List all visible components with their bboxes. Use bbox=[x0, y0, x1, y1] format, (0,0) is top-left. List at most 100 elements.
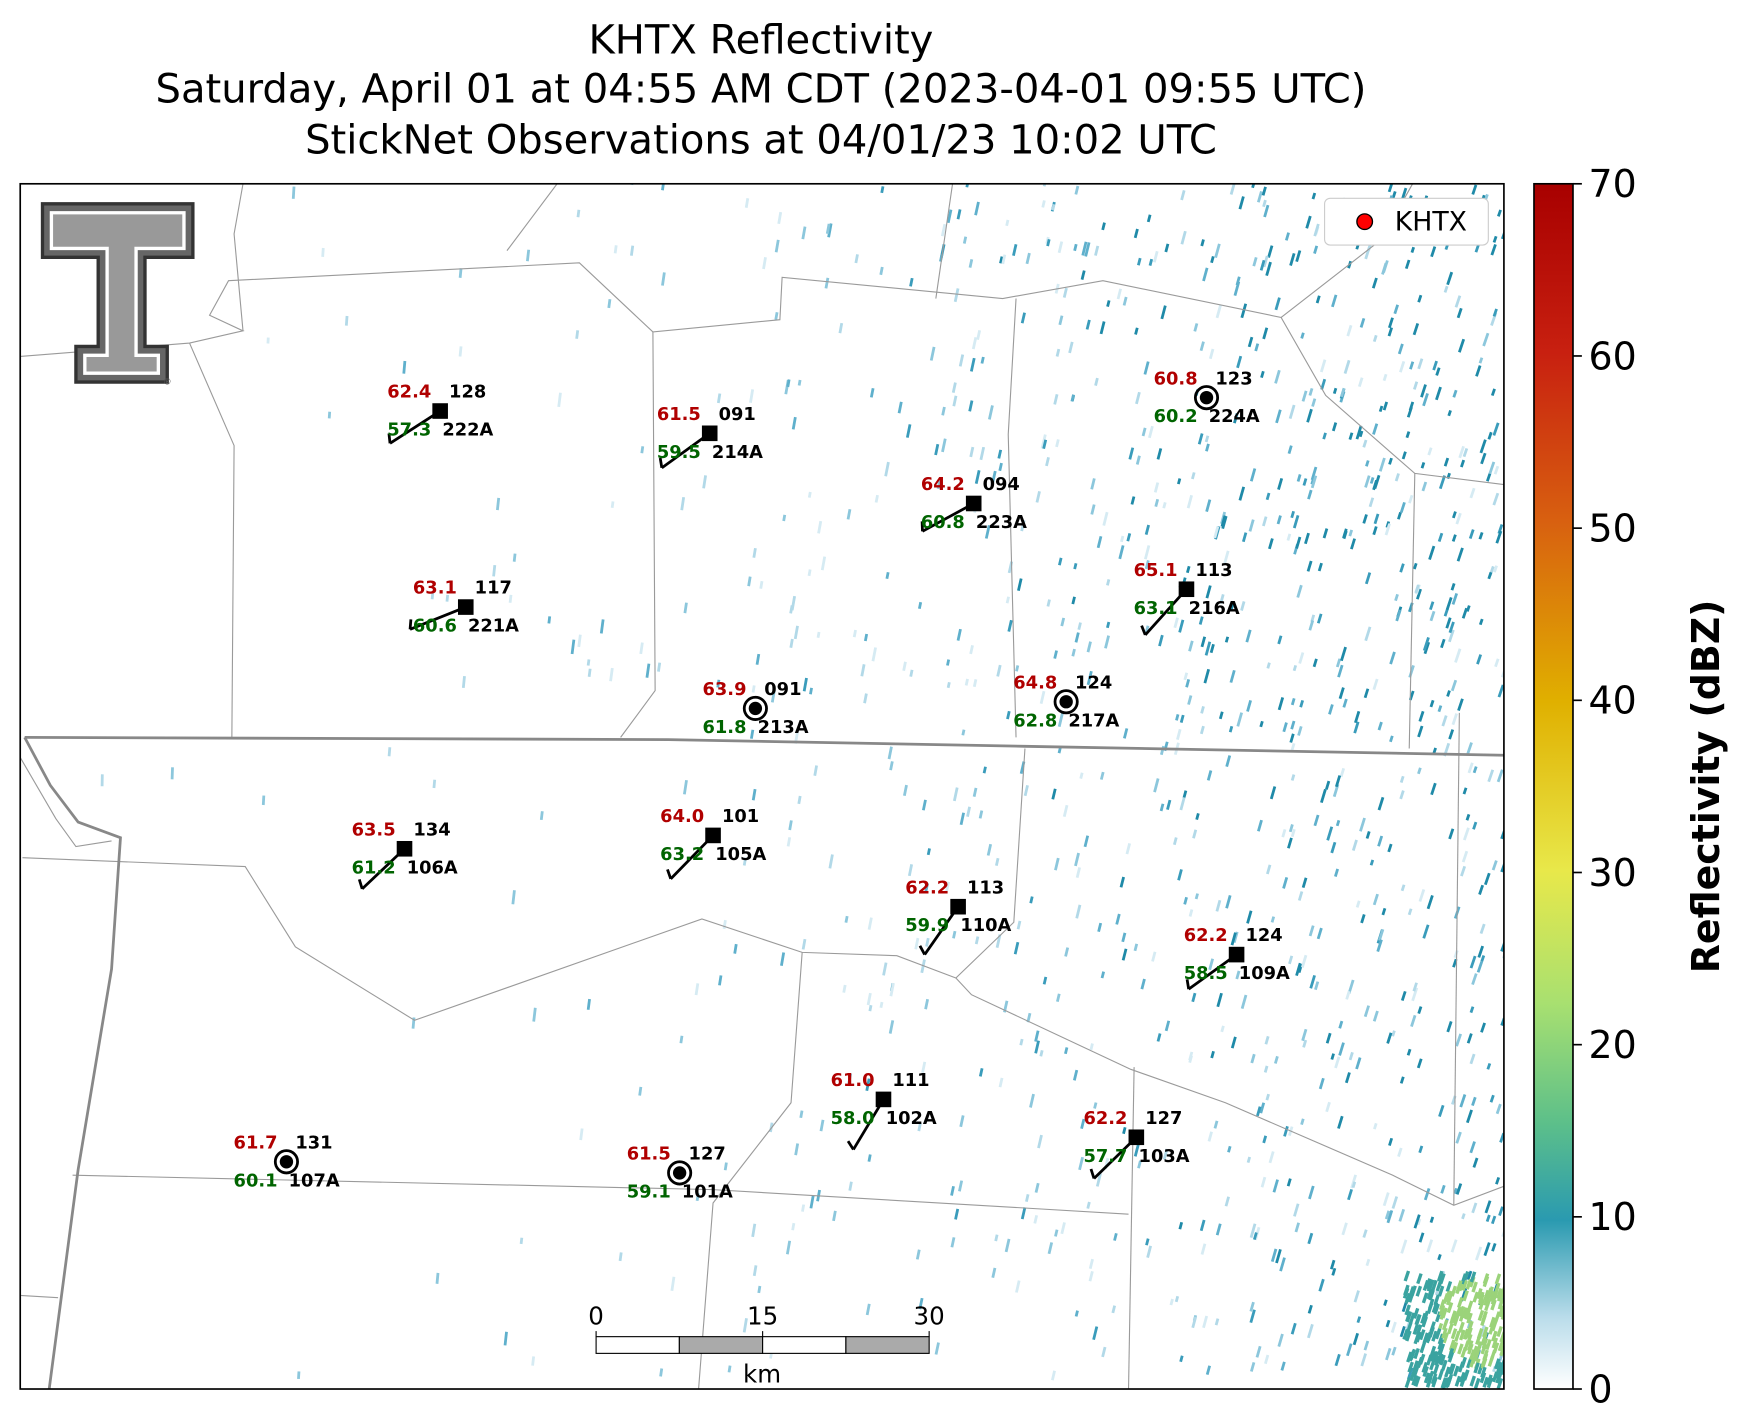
station-id: 213A bbox=[758, 717, 809, 738]
echo bbox=[1172, 837, 1178, 846]
echo bbox=[1460, 1346, 1468, 1358]
echo bbox=[751, 1223, 757, 1238]
echo bbox=[1191, 992, 1197, 1003]
echo bbox=[1362, 1229, 1368, 1238]
echo bbox=[1316, 927, 1323, 940]
echo bbox=[1447, 1323, 1454, 1335]
echo bbox=[1358, 430, 1364, 438]
echo bbox=[1489, 1349, 1497, 1361]
echo bbox=[1400, 884, 1406, 892]
echo bbox=[1406, 1048, 1412, 1056]
echo bbox=[1364, 626, 1372, 642]
echo bbox=[1344, 1072, 1351, 1084]
echo bbox=[1178, 1221, 1184, 1230]
colorbar-tick-label: 60 bbox=[1589, 334, 1637, 378]
echo bbox=[1399, 775, 1405, 783]
echo bbox=[1037, 1134, 1043, 1149]
echo bbox=[801, 938, 807, 950]
station-marker bbox=[432, 403, 448, 419]
echo bbox=[1074, 1310, 1079, 1317]
echo bbox=[579, 1128, 584, 1141]
echo bbox=[742, 1318, 748, 1333]
echo bbox=[953, 288, 960, 303]
echo bbox=[817, 520, 823, 534]
echo bbox=[1200, 705, 1205, 714]
echo bbox=[1452, 511, 1457, 519]
echo bbox=[1242, 532, 1248, 543]
echo bbox=[1402, 1328, 1409, 1340]
echo bbox=[1353, 721, 1360, 734]
echo bbox=[1164, 243, 1170, 253]
echo bbox=[1122, 1126, 1127, 1135]
echo bbox=[1385, 1319, 1391, 1328]
echo bbox=[1446, 271, 1454, 286]
colorbar-tick-label: 10 bbox=[1589, 1195, 1637, 1239]
echo bbox=[847, 1073, 853, 1084]
station-value: 094 bbox=[983, 474, 1020, 495]
barb-flag bbox=[1185, 979, 1191, 990]
echo bbox=[1313, 245, 1319, 254]
echo bbox=[1307, 1232, 1314, 1245]
echo bbox=[1042, 183, 1047, 187]
echo bbox=[1307, 489, 1313, 500]
echo bbox=[1466, 1333, 1473, 1345]
echo bbox=[1409, 1370, 1416, 1382]
echo bbox=[618, 1252, 623, 1262]
echo bbox=[1179, 714, 1185, 723]
dewpoint: 58.5 bbox=[1184, 963, 1228, 984]
echo bbox=[1467, 762, 1474, 774]
echo bbox=[1094, 377, 1099, 386]
echo bbox=[321, 247, 325, 257]
echo bbox=[1397, 511, 1402, 520]
echo bbox=[1185, 679, 1191, 688]
echo bbox=[966, 806, 971, 817]
echo bbox=[1199, 1219, 1206, 1232]
echo bbox=[1455, 1183, 1463, 1195]
echo bbox=[492, 565, 497, 577]
echo bbox=[1422, 637, 1430, 651]
echo bbox=[1417, 294, 1423, 303]
echo bbox=[1318, 1278, 1325, 1292]
wind-barb bbox=[921, 502, 975, 533]
echo bbox=[1353, 1290, 1360, 1303]
echo bbox=[1017, 578, 1023, 591]
echo bbox=[1414, 1375, 1421, 1387]
echo bbox=[974, 201, 980, 216]
echo bbox=[959, 1115, 965, 1128]
echo bbox=[1260, 1176, 1267, 1188]
echo bbox=[1088, 1258, 1094, 1270]
station-marker bbox=[672, 1166, 687, 1180]
echo bbox=[1253, 1232, 1258, 1241]
echo bbox=[1072, 1069, 1079, 1081]
echo bbox=[1263, 204, 1270, 218]
echo bbox=[1365, 831, 1371, 839]
echo bbox=[1400, 990, 1407, 1001]
echo bbox=[1075, 867, 1081, 878]
colorbar-tick-label: 40 bbox=[1589, 679, 1637, 723]
echo bbox=[1378, 928, 1385, 941]
echo bbox=[1455, 512, 1462, 525]
echo bbox=[1382, 1192, 1390, 1207]
echo bbox=[1405, 1310, 1412, 1322]
echo bbox=[782, 514, 787, 522]
station-marker bbox=[279, 1155, 294, 1169]
echo bbox=[539, 811, 544, 821]
echo bbox=[1445, 597, 1453, 611]
echo bbox=[609, 667, 614, 682]
echo bbox=[1384, 1210, 1391, 1220]
echo bbox=[1495, 530, 1503, 544]
echo bbox=[1495, 1103, 1502, 1115]
echo bbox=[1071, 596, 1076, 605]
echo bbox=[1088, 1270, 1094, 1282]
station: 62.2 113 59.9 110A bbox=[905, 877, 1012, 956]
station-value: 127 bbox=[689, 1144, 726, 1165]
echo bbox=[1288, 404, 1296, 420]
echo bbox=[1471, 1281, 1478, 1293]
echo bbox=[1265, 1093, 1270, 1101]
echo bbox=[785, 1240, 792, 1255]
echo bbox=[661, 272, 666, 286]
echo bbox=[1236, 712, 1243, 727]
echo bbox=[1250, 1053, 1256, 1064]
echo bbox=[1362, 514, 1368, 524]
echo bbox=[1141, 427, 1147, 437]
